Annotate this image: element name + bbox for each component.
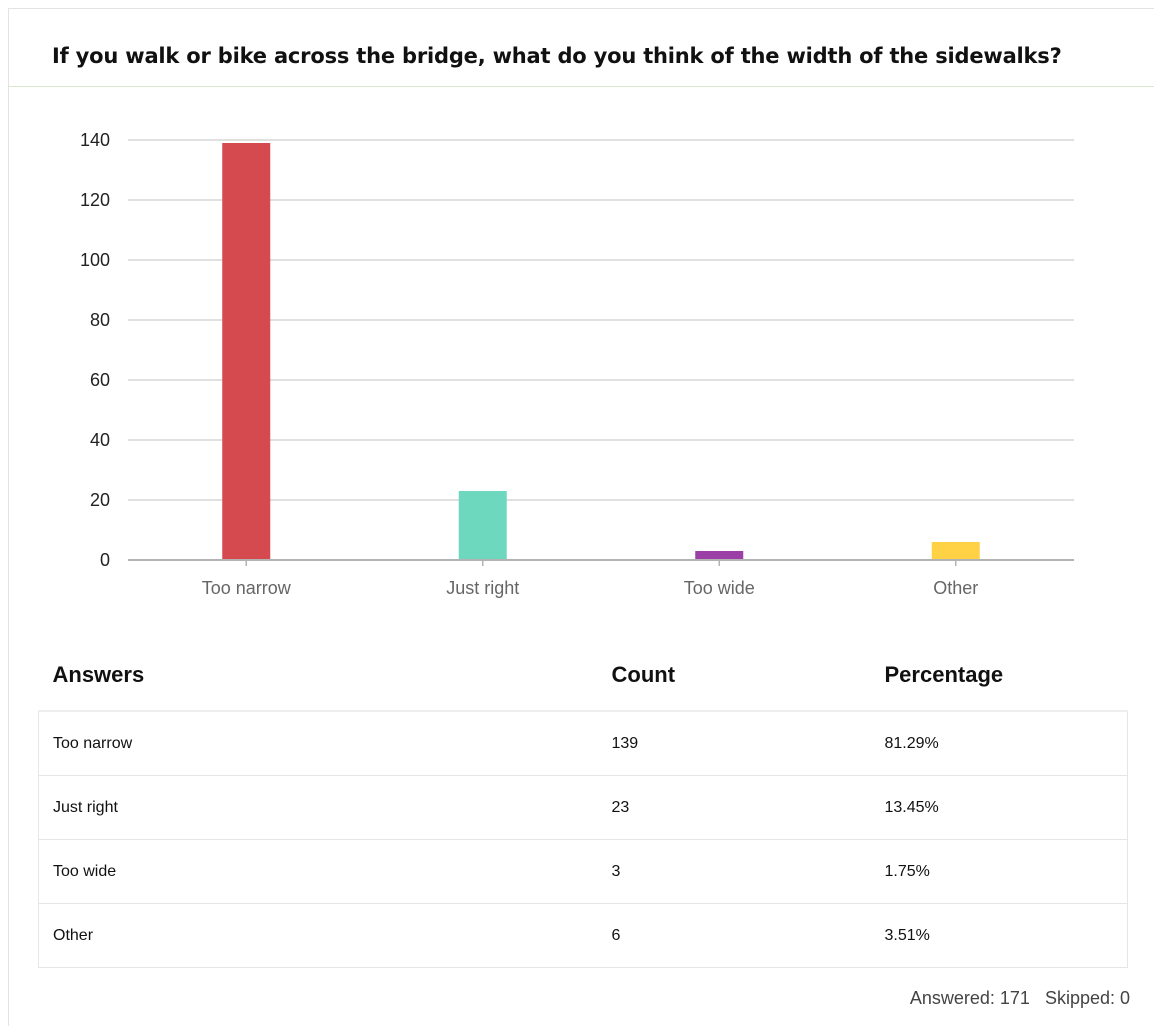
question-title: If you walk or bike across the bridge, w… [52, 44, 1062, 68]
table-row: Other 6 3.51% [38, 903, 1128, 968]
bar-too-wide [695, 551, 744, 560]
skipped-count: Skipped: 0 [1044, 988, 1130, 1008]
y-tick-label: 60 [90, 370, 110, 390]
table-row: Too narrow 139 81.29% [38, 711, 1128, 776]
percentage-cell: 3.51% [870, 903, 1128, 968]
count-cell: 139 [597, 711, 871, 776]
header-answers: Answers [38, 640, 598, 712]
table-header-row: Answers Count Percentage [38, 640, 1128, 712]
answered-count: Answered: 171 [909, 988, 1030, 1008]
title-divider [8, 86, 1154, 87]
frame-left-border [8, 8, 9, 1026]
x-tick-label: Just right [446, 578, 519, 598]
x-tick-label: Too narrow [202, 578, 292, 598]
table-row: Too wide 3 1.75% [38, 839, 1128, 904]
y-tick-label: 120 [80, 190, 110, 210]
y-tick-label: 40 [90, 430, 110, 450]
frame-top-border [8, 8, 1154, 9]
y-tick-label: 80 [90, 310, 110, 330]
y-tick-label: 140 [80, 130, 110, 150]
percentage-cell: 81.29% [870, 711, 1128, 776]
response-summary: Answered: 171 Skipped: 0 [910, 988, 1130, 1009]
answer-cell: Too narrow [38, 711, 598, 776]
count-cell: 6 [597, 903, 871, 968]
answers-table: Answers Count Percentage Too narrow 139 … [38, 640, 1128, 968]
bar-chart: 0 20 40 60 80 100 120 140 Too narrow Just right To… [80, 130, 1074, 598]
x-tick-label: Too wide [684, 578, 755, 598]
x-tick-label: Other [933, 578, 978, 598]
answer-cell: Too wide [38, 839, 598, 904]
header-count: Count [597, 640, 871, 712]
percentage-cell: 1.75% [870, 839, 1128, 904]
header-percentage: Percentage [870, 640, 1128, 712]
bar-too-narrow [222, 143, 271, 560]
count-cell: 23 [597, 775, 871, 840]
count-cell: 3 [597, 839, 871, 904]
y-tick-label: 100 [80, 250, 110, 270]
table-row: Just right 23 13.45% [38, 775, 1128, 840]
y-tick-label: 0 [100, 550, 110, 570]
bar-just-right [458, 491, 507, 560]
percentage-cell: 13.45% [870, 775, 1128, 840]
answer-cell: Other [38, 903, 598, 968]
bar-other [931, 542, 980, 560]
answer-cell: Just right [38, 775, 598, 840]
y-tick-label: 20 [90, 490, 110, 510]
